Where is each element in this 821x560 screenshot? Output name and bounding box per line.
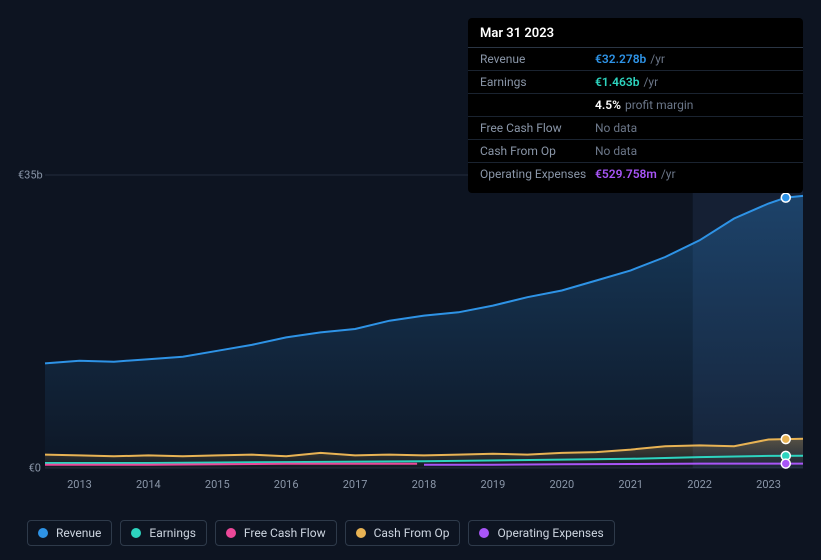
hover-tooltip: Mar 31 2023 Revenue€32.278b/yrEarnings€1… [468,18,803,193]
legend-swatch-icon [356,528,366,538]
x-axis-label: 2023 [756,478,781,491]
legend-swatch-icon [38,528,48,538]
tooltip-row-suffix: /yr [643,75,658,89]
legend-label: Revenue [56,526,101,540]
legend-swatch-icon [131,528,141,538]
y-axis-label: €35b [18,169,41,182]
tooltip-row-suffix: /yr [661,167,676,181]
revenue-marker [781,193,790,202]
legend-label: Free Cash Flow [244,526,326,540]
tooltip-row: Earnings€1.463b/yr [468,71,803,94]
legend-item-cash_from_op[interactable]: Cash From Op [345,520,461,546]
x-axis-label: 2018 [412,478,437,491]
tooltip-row: Operating Expenses€529.758m/yr [468,163,803,185]
tooltip-row-value: €32.278b [595,52,646,66]
x-axis-label: 2022 [687,478,712,491]
cash_from_op-marker [781,435,790,444]
tooltip-row-label: Revenue [480,52,595,66]
tooltip-row: 4.5% profit margin [468,94,803,117]
legend-swatch-icon [479,528,489,538]
legend-item-fcf[interactable]: Free Cash Flow [215,520,337,546]
opex-marker [781,459,790,468]
tooltip-row: Revenue€32.278b/yr [468,48,803,71]
tooltip-row-nodata: No data [595,121,637,135]
tooltip-row-value: €529.758m [595,167,657,181]
tooltip-row-suffix: /yr [650,52,665,66]
legend-item-revenue[interactable]: Revenue [27,520,112,546]
legend-label: Operating Expenses [497,526,603,540]
chart-legend: Revenue Earnings Free Cash Flow Cash From O… [27,520,615,546]
x-axis-label: 2016 [274,478,299,491]
free-cash-flow-line [45,464,417,465]
x-axis-label: 2019 [481,478,506,491]
x-axis-label: 2015 [205,478,230,491]
legend-item-earnings[interactable]: Earnings [120,520,207,546]
tooltip-row-label: Operating Expenses [480,167,595,181]
tooltip-date: Mar 31 2023 [468,26,803,48]
revenue-area [45,196,803,468]
legend-label: Earnings [149,526,196,540]
x-axis-label: 2020 [549,478,574,491]
x-axis-label: 2021 [618,478,643,491]
x-axis-label: 2017 [343,478,368,491]
legend-item-opex[interactable]: Operating Expenses [468,520,614,546]
legend-label: Cash From Op [374,526,450,540]
tooltip-row-label: Earnings [480,75,595,89]
tooltip-row-label: Free Cash Flow [480,121,595,135]
tooltip-row: Free Cash FlowNo data [468,117,803,140]
tooltip-row: Cash From OpNo data [468,140,803,163]
x-axis-label: 2014 [136,478,161,491]
tooltip-row-nodata: No data [595,144,637,158]
x-axis-label: 2013 [67,478,92,491]
tooltip-row-value: 4.5% [595,98,621,112]
legend-swatch-icon [226,528,236,538]
tooltip-row-label: Cash From Op [480,144,595,158]
chart-plot-area[interactable] [45,175,803,468]
tooltip-row-suffix: profit margin [625,98,693,112]
y-axis-label: €0 [18,462,41,475]
tooltip-row-value: €1.463b [595,75,639,89]
